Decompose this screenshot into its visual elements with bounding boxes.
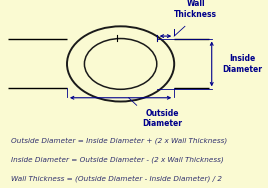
Text: Outside Diameter = Inside Diameter + (2 x Wall Thickness): Outside Diameter = Inside Diameter + (2 … <box>11 138 227 144</box>
Text: Inside
Diameter: Inside Diameter <box>222 54 262 74</box>
Text: Outside
Diameter: Outside Diameter <box>142 109 182 128</box>
Text: Wall Thickness = (Outside Diameter - Inside Diameter) / 2: Wall Thickness = (Outside Diameter - Ins… <box>11 175 222 182</box>
Text: Inside Diameter = Outside Diameter - (2 x Wall Thickness): Inside Diameter = Outside Diameter - (2 … <box>11 156 224 163</box>
Text: Wall
Thickness: Wall Thickness <box>174 0 217 19</box>
